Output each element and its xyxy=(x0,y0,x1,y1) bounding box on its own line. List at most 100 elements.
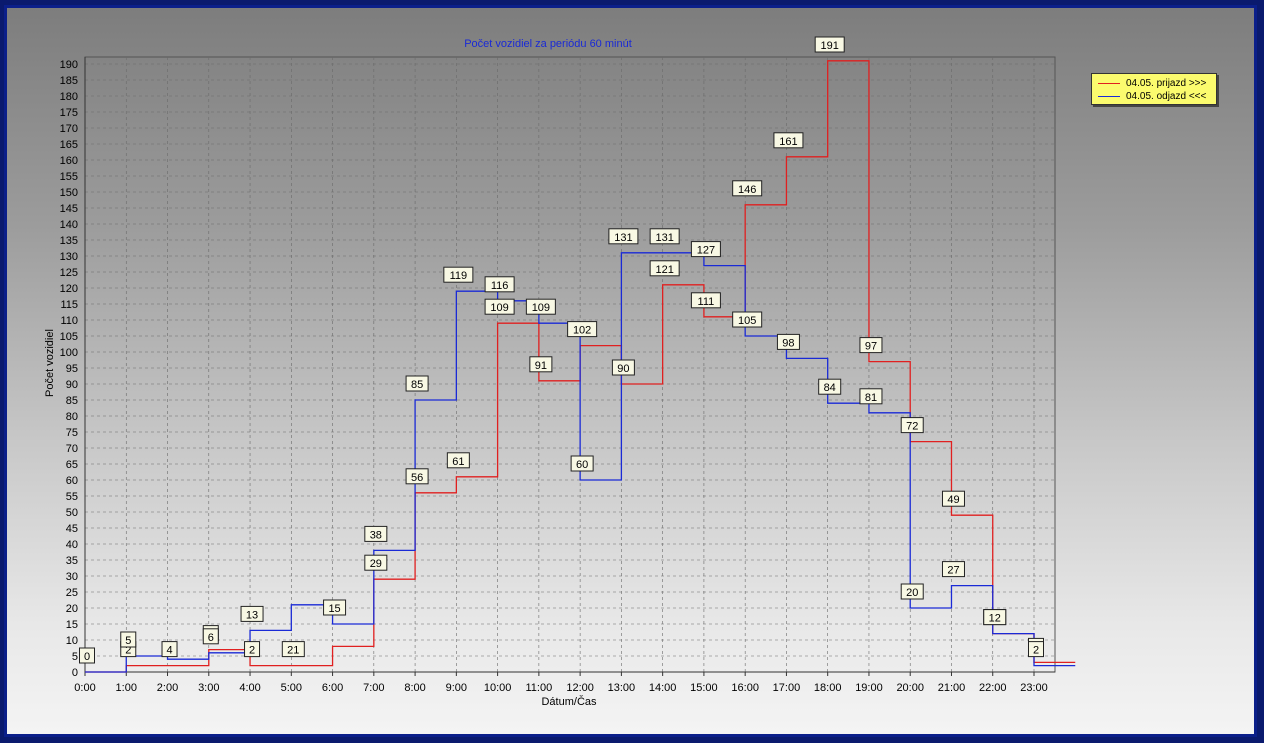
data-label: 6 xyxy=(208,632,214,644)
data-label-box xyxy=(649,260,680,277)
data-label: 191 xyxy=(821,40,839,52)
data-label-box xyxy=(525,298,556,315)
y-tick-label: 75 xyxy=(66,427,78,439)
data-label: 131 xyxy=(614,232,632,244)
data-label: 20 xyxy=(906,587,918,599)
data-label: 2 xyxy=(125,645,131,657)
x-tick-label: 7:00 xyxy=(363,682,384,694)
data-label: 49 xyxy=(947,494,959,506)
data-label: 5 xyxy=(125,635,131,647)
data-label-box xyxy=(364,554,388,571)
data-label: 38 xyxy=(370,529,382,541)
y-tick-label: 150 xyxy=(60,187,78,199)
data-label-box xyxy=(202,628,219,645)
y-tick-label: 30 xyxy=(66,571,78,583)
y-tick-label: 125 xyxy=(60,267,78,279)
legend-label-prijazd: 04.05. prijazd >>> xyxy=(1126,77,1207,89)
data-label: 105 xyxy=(738,315,756,327)
data-label: 60 xyxy=(576,459,588,471)
y-tick-label: 140 xyxy=(60,219,78,231)
data-label: 131 xyxy=(655,232,673,244)
data-label-box xyxy=(608,228,639,245)
data-label: 21 xyxy=(287,645,299,657)
y-tick-label: 185 xyxy=(60,75,78,87)
y-tick-label: 20 xyxy=(66,603,78,615)
y-tick-label: 160 xyxy=(60,155,78,167)
y-tick-label: 180 xyxy=(60,91,78,103)
data-label-box xyxy=(443,266,474,283)
y-tick-label: 130 xyxy=(60,251,78,263)
y-tick-label: 50 xyxy=(66,507,78,519)
y-tick-label: 120 xyxy=(60,283,78,295)
plot-frame xyxy=(84,56,1056,673)
y-tick-label: 190 xyxy=(60,59,78,71)
data-label: 98 xyxy=(782,337,794,349)
x-tick-label: 19:00 xyxy=(855,682,883,694)
y-tick-label: 145 xyxy=(60,203,78,215)
x-tick-label: 4:00 xyxy=(239,682,260,694)
data-label-box xyxy=(814,36,845,53)
data-label-box xyxy=(776,333,800,350)
data-label: 85 xyxy=(411,379,423,391)
y-tick-label: 15 xyxy=(66,619,78,631)
data-label: 111 xyxy=(698,296,715,308)
data-label-box xyxy=(484,298,515,315)
data-label: 91 xyxy=(535,360,547,372)
data-label: 116 xyxy=(491,280,509,292)
y-tick-label: 175 xyxy=(60,107,78,119)
y-tick-label: 45 xyxy=(66,523,78,535)
data-label: 0 xyxy=(84,651,90,663)
y-tick-label: 100 xyxy=(60,347,78,359)
data-label-box xyxy=(405,468,429,485)
y-tick-label: 35 xyxy=(66,555,78,567)
x-tick-label: 20:00 xyxy=(896,682,924,694)
data-label: 61 xyxy=(452,456,464,468)
data-label-box xyxy=(941,490,965,507)
data-label-box xyxy=(79,647,95,664)
x-tick-label: 16:00 xyxy=(731,682,759,694)
data-label-box xyxy=(323,599,347,616)
data-label: 90 xyxy=(617,363,629,375)
data-label-box xyxy=(240,605,264,622)
data-label-box xyxy=(446,452,470,469)
y-tick-label: 10 xyxy=(66,635,78,647)
data-label-box xyxy=(859,388,883,405)
data-label: 109 xyxy=(490,302,508,314)
legend-label-odjazd: 04.05. odjazd <<< xyxy=(1126,90,1207,102)
y-tick-label: 110 xyxy=(60,315,78,327)
y-tick-label: 115 xyxy=(60,299,78,311)
data-label-box xyxy=(120,631,137,648)
data-label: 97 xyxy=(865,341,877,353)
data-label-box xyxy=(732,180,763,197)
y-tick-label: 70 xyxy=(66,443,78,455)
x-tick-label: 2:00 xyxy=(157,682,178,694)
data-label: 29 xyxy=(370,558,382,570)
legend-item-prijazd: 04.05. prijazd >>> xyxy=(1098,77,1206,89)
legend-item-odjazd: 04.05. odjazd <<< xyxy=(1098,90,1206,102)
x-tick-label: 8:00 xyxy=(404,682,425,694)
y-tick-label: 90 xyxy=(66,379,78,391)
x-tick-label: 5:00 xyxy=(281,682,302,694)
data-label-box xyxy=(1028,641,1044,658)
data-label-box xyxy=(690,241,721,258)
data-label: 13 xyxy=(246,609,258,621)
data-label-box xyxy=(773,132,804,149)
data-label: 2 xyxy=(1033,645,1039,657)
x-tick-label: 18:00 xyxy=(814,682,842,694)
y-tick-label: 40 xyxy=(66,539,78,551)
x-tick-label: 15:00 xyxy=(690,682,718,694)
y-tick-label: 165 xyxy=(60,139,78,151)
data-label-box xyxy=(281,641,305,658)
series-line-0 xyxy=(85,60,1076,673)
y-tick-label: 155 xyxy=(60,171,78,183)
data-label-box xyxy=(161,641,178,658)
data-label: 102 xyxy=(573,325,591,337)
data-label-box xyxy=(649,228,680,245)
data-label-box xyxy=(900,583,924,600)
y-tick-label: 135 xyxy=(60,235,78,247)
x-tick-label: 1:00 xyxy=(116,682,137,694)
y-tick-label: 95 xyxy=(66,363,78,375)
y-tick-label: 85 xyxy=(66,395,78,407)
y-tick-label: 65 xyxy=(66,459,78,471)
